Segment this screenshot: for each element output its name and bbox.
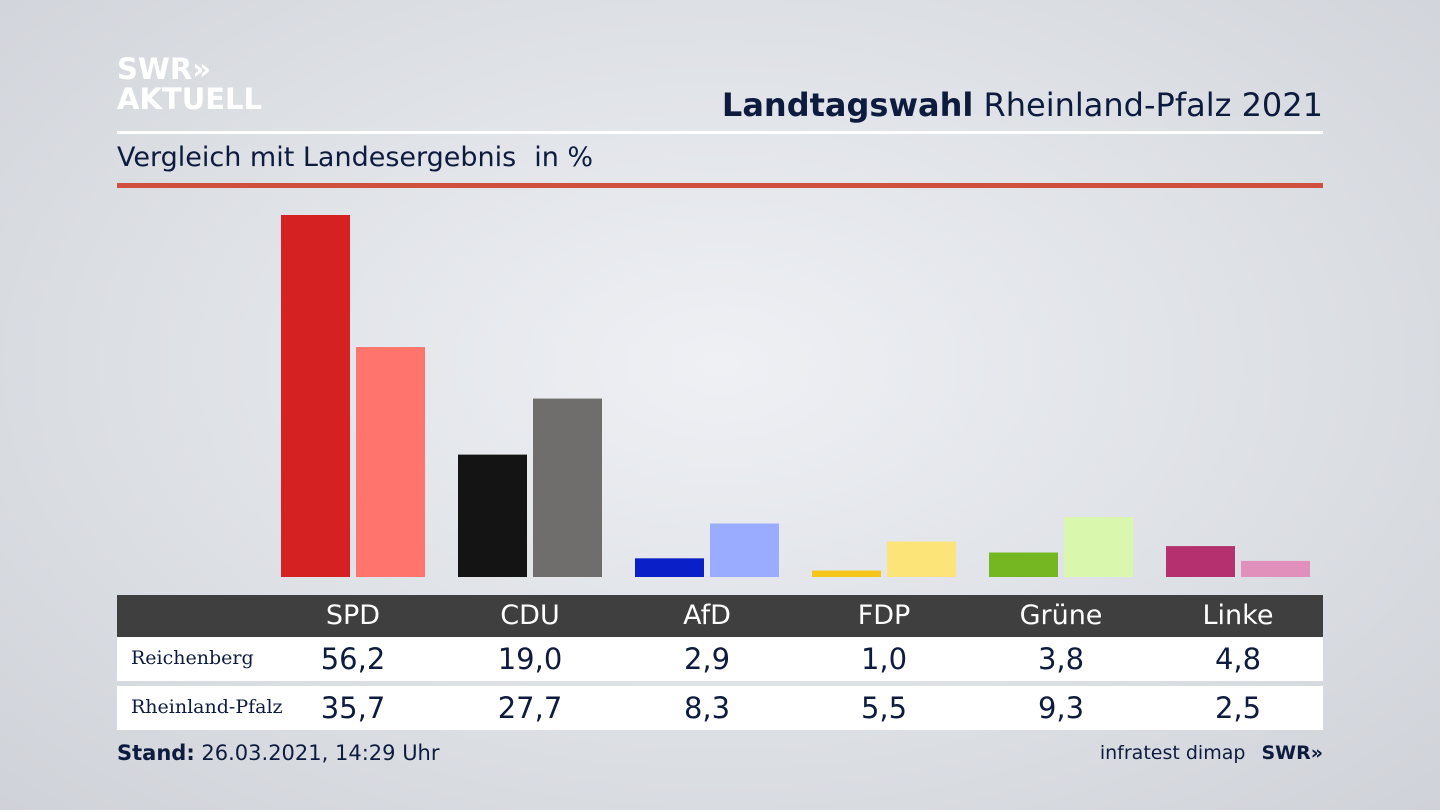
- value-fdp-rheinland-pfalz: 5,5: [860, 691, 908, 725]
- bar-fdp-rheinland-pfalz: [887, 541, 956, 577]
- bar-chart: [281, 215, 1310, 577]
- table-row: Rheinland-Pfalz 35,7 27,7 8,3 5,5 9,3 2,5: [117, 686, 1323, 730]
- bar-cdu-reichenberg: [458, 454, 527, 577]
- logo-line-2: AKTUELL: [117, 82, 263, 116]
- page-title: Landtagswahl Rheinland-Pfalz 2021: [722, 86, 1323, 124]
- source-credit: infratest dimap SWR»: [1100, 742, 1323, 764]
- value-spd-rheinland-pfalz: 35,7: [320, 691, 386, 725]
- subtitle-unit: in %: [534, 142, 594, 173]
- bar-gruene-reichenberg: [989, 552, 1058, 577]
- party-header-row: SPD CDU AfD FDP Grüne Linke: [117, 595, 1323, 637]
- party-label-linke: Linke: [1202, 600, 1274, 631]
- value-gruene-reichenberg: 3,8: [1037, 642, 1085, 676]
- table-row: Reichenberg 56,2 19,0 2,9 1,0 3,8 4,8: [117, 637, 1323, 681]
- timestamp: Stand: 26.03.2021, 14:29 Uhr: [117, 741, 440, 765]
- value-gruene-rheinland-pfalz: 9,3: [1037, 691, 1085, 725]
- bar-linke-rheinland-pfalz: [1241, 560, 1310, 577]
- subtitle-text: Vergleich mit Landesergebnis: [117, 142, 517, 173]
- accent-rule: [117, 183, 1323, 188]
- swr-logo-small: SWR»: [1261, 742, 1323, 764]
- value-afd-rheinland-pfalz: 8,3: [683, 691, 731, 725]
- swr-aktuell-logo: SWR» AKTUELL: [117, 54, 262, 114]
- bar-cdu-rheinland-pfalz: [533, 398, 602, 577]
- value-afd-reichenberg: 2,9: [683, 642, 731, 676]
- bar-afd-reichenberg: [635, 558, 704, 577]
- row-label-rheinland-pfalz: Rheinland-Pfalz: [131, 696, 283, 718]
- party-label-spd: SPD: [325, 600, 381, 631]
- title-rest: Rheinland-Pfalz 2021: [983, 86, 1323, 124]
- logo-line-1: SWR»: [117, 52, 211, 86]
- value-cdu-reichenberg: 19,0: [497, 642, 563, 676]
- party-label-fdp: FDP: [857, 600, 911, 631]
- stand-value: 26.03.2021, 14:29 Uhr: [201, 741, 440, 765]
- value-linke-rheinland-pfalz: 2,5: [1214, 691, 1262, 725]
- value-linke-reichenberg: 4,8: [1214, 642, 1262, 676]
- header-rule: [117, 131, 1323, 134]
- value-spd-reichenberg: 56,2: [320, 642, 386, 676]
- bar-spd-rheinland-pfalz: [356, 347, 425, 577]
- party-label-afd: AfD: [683, 600, 731, 631]
- bar-fdp-reichenberg: [812, 570, 881, 577]
- bar-gruene-rheinland-pfalz: [1064, 517, 1133, 577]
- chart-subtitle: Vergleich mit Landesergebnis in %: [117, 142, 593, 173]
- party-label-cdu: CDU: [500, 600, 560, 631]
- title-bold: Landtagswahl: [721, 86, 974, 124]
- value-cdu-rheinland-pfalz: 27,7: [497, 691, 563, 725]
- value-fdp-reichenberg: 1,0: [860, 642, 908, 676]
- source-name: infratest dimap: [1099, 742, 1246, 764]
- party-label-gruene: Grüne: [1019, 600, 1103, 631]
- bar-afd-rheinland-pfalz: [710, 523, 779, 577]
- stand-label: Stand:: [117, 741, 195, 765]
- bar-linke-reichenberg: [1166, 546, 1235, 577]
- row-label-reichenberg: Reichenberg: [131, 647, 254, 669]
- bar-spd-reichenberg: [281, 215, 350, 577]
